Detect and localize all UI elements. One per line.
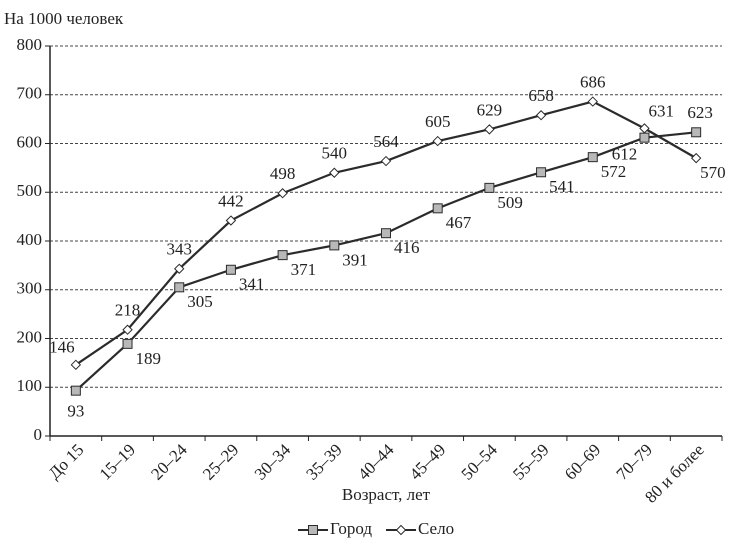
x-tick-label: 30–34 — [251, 440, 295, 484]
marker — [277, 188, 288, 199]
x-tick-label: 60–69 — [561, 440, 604, 483]
marker — [122, 338, 133, 349]
x-tick-label: 25–29 — [199, 440, 242, 483]
marker — [484, 124, 495, 135]
marker — [535, 110, 547, 121]
legend-marker — [308, 525, 318, 535]
data-label: 509 — [497, 193, 523, 212]
data-label: 564 — [373, 132, 399, 151]
y-tick-label: 500 — [17, 181, 43, 200]
x-tick-label: До 15 — [45, 440, 88, 483]
marker — [277, 250, 288, 261]
x-tick-label: 45–49 — [406, 440, 449, 483]
marker — [381, 228, 391, 239]
y-tick-label: 100 — [17, 376, 43, 395]
data-label: 391 — [342, 250, 368, 269]
x-tick-label: 15–19 — [96, 440, 139, 483]
legend-label: Город — [330, 519, 372, 538]
marker — [225, 215, 237, 226]
data-label: 658 — [528, 86, 554, 105]
legend-item: Город — [298, 519, 372, 538]
x-tick-label: 20–24 — [147, 440, 191, 484]
marker — [122, 324, 133, 335]
marker — [690, 152, 702, 164]
legend-marker — [395, 524, 407, 536]
x-tick-label: 55–59 — [509, 440, 552, 483]
data-label: 498 — [270, 164, 296, 183]
marker — [587, 152, 598, 163]
marker — [432, 135, 443, 147]
marker — [380, 155, 392, 167]
marker — [329, 167, 340, 178]
x-tick-label: 50–54 — [457, 440, 501, 484]
data-label: 343 — [166, 240, 192, 259]
marker — [484, 182, 495, 193]
data-label: 572 — [601, 162, 627, 181]
y-tick-label: 200 — [17, 327, 43, 346]
data-label: 686 — [580, 72, 606, 91]
data-label: 541 — [549, 177, 575, 196]
marker — [587, 96, 598, 107]
data-label: 540 — [322, 144, 348, 163]
data-label: 341 — [239, 275, 265, 294]
y-tick-label: 400 — [17, 230, 43, 249]
marker — [691, 127, 702, 138]
marker — [536, 167, 547, 178]
marker — [174, 263, 185, 274]
data-label: 612 — [612, 145, 638, 164]
x-tick-label: 35–39 — [302, 440, 345, 483]
y-tick-label: 600 — [17, 132, 43, 151]
data-label: 629 — [477, 100, 503, 119]
y-tick-label: 700 — [17, 84, 43, 103]
x-tick-label: 40–44 — [354, 440, 398, 484]
data-label: 467 — [446, 213, 472, 232]
data-label: 189 — [136, 349, 162, 368]
y-axis-title: На 1000 человек — [4, 9, 124, 28]
data-label: 146 — [49, 338, 75, 357]
data-label: 305 — [187, 292, 213, 311]
marker — [639, 123, 650, 134]
data-label: 371 — [291, 260, 317, 279]
marker — [432, 203, 443, 214]
marker — [639, 132, 650, 143]
x-tick-label: 70–79 — [613, 440, 656, 483]
data-label: 416 — [394, 238, 420, 257]
legend-label: Село — [418, 519, 454, 538]
data-label: 631 — [648, 101, 674, 120]
y-tick-label: 300 — [17, 279, 43, 298]
legend-item: Село — [386, 519, 454, 538]
marker — [70, 385, 81, 396]
data-label: 605 — [425, 112, 451, 131]
y-tick-label: 800 — [17, 35, 43, 54]
data-label: 218 — [115, 301, 141, 320]
data-label: 623 — [687, 103, 713, 122]
marker — [174, 282, 185, 293]
marker — [70, 359, 82, 371]
x-axis-title: Возраст, лет — [342, 485, 431, 504]
data-label: 442 — [218, 191, 244, 210]
y-tick-label: 0 — [34, 425, 43, 444]
data-label: 570 — [700, 163, 726, 182]
marker — [225, 264, 236, 275]
marker — [329, 240, 340, 251]
data-label: 93 — [67, 402, 84, 421]
